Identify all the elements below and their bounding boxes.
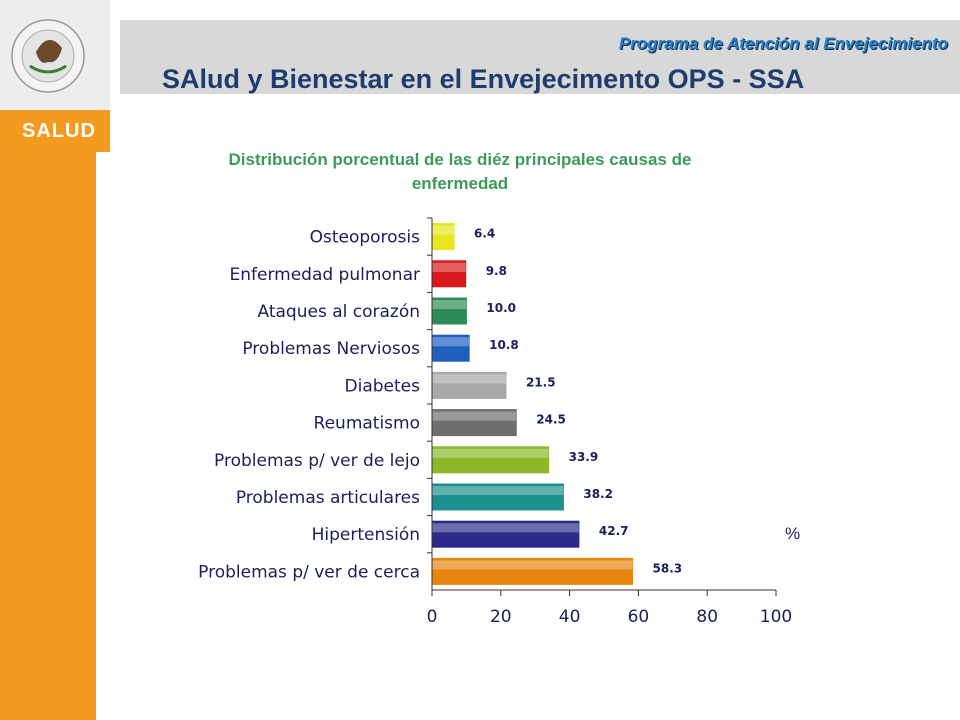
value-label: 33.9 <box>569 450 599 464</box>
value-label: 24.5 <box>536 413 566 427</box>
category-label: Problemas Nerviosos <box>242 339 420 359</box>
unit-label: % <box>785 524 801 543</box>
x-tick-label: 80 <box>696 607 718 627</box>
category-label: Problemas p/ ver de lejo <box>214 451 420 471</box>
value-label: 42.7 <box>599 524 629 538</box>
category-label: Diabetes <box>345 376 421 396</box>
header-band: Programa de Atención al Envejecimiento <box>120 20 960 94</box>
category-label: Osteoporosis <box>310 228 421 248</box>
value-label: 10.8 <box>489 338 519 352</box>
program-name: Programa de Atención al Envejecimiento <box>618 34 948 53</box>
bar-highlight <box>432 448 549 458</box>
category-label: Problemas articulares <box>236 488 420 508</box>
chart-title: Distribución porcentual de las diéz prin… <box>228 150 692 193</box>
salud-label: SALUD <box>0 110 110 152</box>
x-tick-label: 100 <box>760 607 792 627</box>
bar <box>431 409 517 437</box>
value-label: 38.2 <box>583 487 613 501</box>
value-label: 21.5 <box>526 375 556 389</box>
bar-highlight <box>432 486 564 496</box>
bar-highlight <box>432 337 470 347</box>
bar-highlight <box>432 411 517 421</box>
x-tick-label: 0 <box>427 607 438 627</box>
category-label: Enfermedad pulmonar <box>229 265 420 285</box>
category-label: Hipertensión <box>312 525 420 545</box>
value-label: 9.8 <box>486 264 507 278</box>
category-label: Reumatismo <box>314 414 420 434</box>
category-label: Ataques al corazón <box>258 302 421 322</box>
bar <box>431 520 580 548</box>
bar-highlight <box>432 300 467 310</box>
bar-highlight <box>432 560 633 570</box>
page-title: SAlud y Bienestar en el Envejecimento OP… <box>162 64 805 94</box>
x-tick-label: 60 <box>628 607 650 627</box>
value-label: 10.0 <box>486 301 516 315</box>
x-tick-label: 40 <box>559 607 581 627</box>
bar-highlight <box>432 374 506 384</box>
x-tick-label: 20 <box>490 607 512 627</box>
logo-panel <box>0 0 110 110</box>
bar-highlight <box>432 262 466 272</box>
bar <box>431 483 564 511</box>
value-label: 6.4 <box>474 227 495 241</box>
category-label: Problemas p/ ver de cerca <box>198 562 420 582</box>
mexico-seal-icon <box>11 19 85 93</box>
bar-highlight <box>432 523 579 533</box>
bar <box>431 557 634 585</box>
bar-highlight <box>432 225 455 235</box>
value-label: 58.3 <box>653 561 683 575</box>
